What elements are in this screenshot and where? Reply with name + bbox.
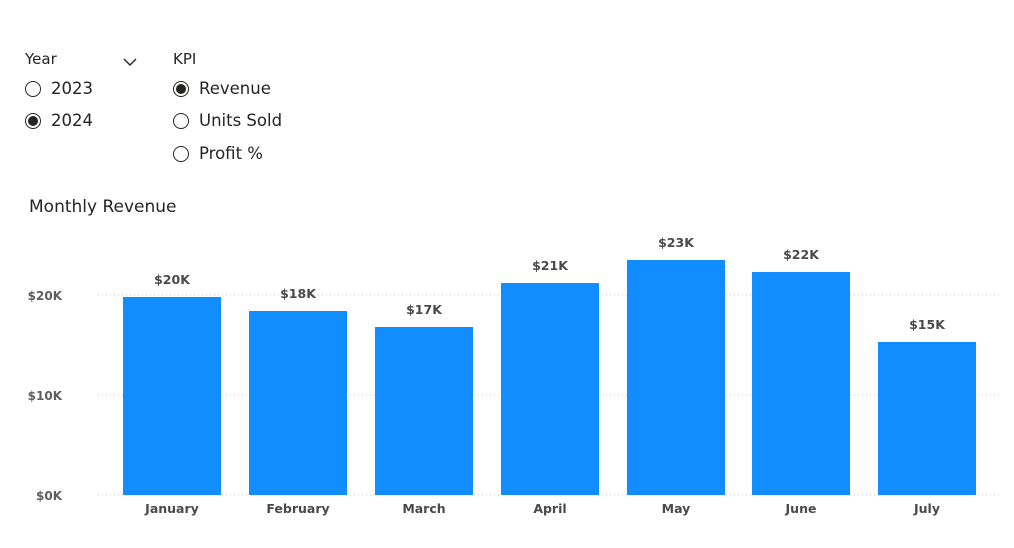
kpi-option-label: Units Sold — [199, 111, 283, 130]
data-label: $18K — [280, 286, 317, 301]
y-tick-label: $0K — [36, 489, 63, 503]
bar — [249, 311, 347, 495]
x-tick-label: July — [913, 501, 940, 516]
kpi-option-label: Revenue — [199, 79, 271, 98]
chart-title: Monthly Revenue — [29, 197, 177, 217]
radio-2023[interactable] — [25, 80, 41, 97]
x-tick-label: March — [402, 501, 445, 516]
radio-profit[interactable] — [173, 145, 189, 162]
data-label: $22K — [783, 247, 820, 262]
kpi-slicer-title: KPI — [173, 50, 197, 68]
bar — [878, 342, 976, 495]
kpi-slicer: KPI Revenue Units Sold Profit % — [173, 50, 323, 170]
x-tick-label: February — [266, 501, 329, 516]
y-tick-label: $20K — [28, 289, 63, 303]
data-label: $23K — [658, 235, 695, 250]
data-label: $17K — [406, 302, 443, 317]
x-tick-label: June — [785, 501, 817, 516]
y-tick-label: $10K — [28, 389, 63, 403]
bar — [375, 327, 473, 495]
year-option-label: 2024 — [51, 111, 93, 130]
year-option-2023[interactable]: 2023 — [25, 79, 93, 98]
x-tick-label: May — [662, 501, 691, 516]
data-label: $15K — [909, 317, 946, 332]
bar — [752, 272, 850, 495]
radio-2024[interactable] — [25, 112, 41, 129]
data-label: $21K — [532, 258, 569, 273]
year-slicer: Year 2023 2024 — [25, 50, 145, 140]
radio-units-sold[interactable] — [173, 112, 189, 129]
kpi-option-label: Profit % — [199, 144, 263, 163]
bar — [123, 297, 221, 495]
chevron-down-icon[interactable] — [123, 52, 137, 71]
radio-revenue[interactable] — [173, 80, 189, 97]
year-slicer-title: Year — [25, 50, 57, 68]
x-tick-label: April — [533, 501, 566, 516]
kpi-option-revenue[interactable]: Revenue — [173, 79, 271, 98]
year-option-label: 2023 — [51, 79, 93, 98]
x-tick-label: January — [144, 501, 199, 516]
data-label: $20K — [154, 272, 191, 287]
bar — [501, 283, 599, 495]
bar — [627, 260, 725, 495]
year-option-2024[interactable]: 2024 — [25, 111, 93, 130]
kpi-option-profit[interactable]: Profit % — [173, 144, 263, 163]
kpi-option-units-sold[interactable]: Units Sold — [173, 111, 282, 130]
